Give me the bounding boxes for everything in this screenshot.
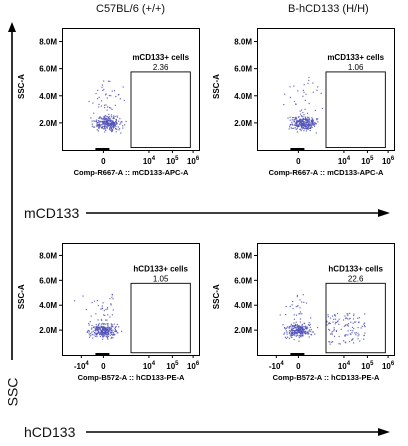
x-tick-label: 0 (296, 157, 301, 166)
y-tick-label: 2.0M (234, 326, 252, 335)
scatter-panel-top-right: 8.0M 6.0M 4.0M 2.0M SSC-A 0 104 105 106 Comp-R667… (212, 28, 395, 178)
x-tick-label: 106 (187, 361, 200, 371)
plot-frame (62, 243, 200, 356)
gate-box (325, 71, 386, 149)
x-tick-label: -104 (74, 361, 90, 371)
y-tick-label: 2.0M (234, 119, 252, 128)
row-label-mcd133: mCD133 (24, 205, 80, 221)
y-tick-label: 8.0M (234, 38, 252, 47)
gate-box (130, 282, 191, 354)
x-axis-label: Comp-B572-A :: hCD133-PE-A (78, 373, 185, 382)
y-tick-label: 6.0M (39, 276, 57, 285)
y-tick-label: 6.0M (234, 65, 252, 74)
flow-plot-svg: 8.0M 6.0M 4.0M 2.0M SSC-A 0 104 105 106 Comp-R667… (212, 28, 395, 177)
gate-percent: 1.05 (153, 274, 169, 283)
x-tick-label: 106 (382, 156, 395, 166)
x-tick-label: 104 (338, 361, 351, 371)
column-title-wildtype: C57BL/6 (+/+) (96, 3, 166, 15)
event-dots (88, 80, 127, 134)
baseline-event-band (95, 353, 110, 355)
column-title-humanized: B-hCD133 (H/H) (288, 3, 369, 15)
plot-frame (257, 243, 395, 356)
baseline-event-band (290, 353, 305, 355)
x-tick-label: 105 (361, 361, 374, 371)
flow-plot-svg: 8.0M 6.0M 4.0M 2.0M SSC-A 0 104 105 106 Comp-R667… (17, 28, 200, 177)
x-tick-label: 105 (166, 361, 179, 371)
y-tick-label: 8.0M (39, 251, 57, 260)
y-axis-label: SSC-A (17, 74, 26, 99)
y-tick-label: 8.0M (234, 251, 252, 260)
y-tick-label: 4.0M (39, 301, 57, 310)
plot-frame (257, 28, 395, 151)
x-tick-label: 104 (143, 156, 156, 166)
y-tick-label: 2.0M (39, 119, 57, 128)
event-dots (73, 293, 123, 340)
mcd133-axis-arrow (86, 209, 390, 217)
gate-percent: 2.36 (153, 63, 169, 72)
baseline-event-band (290, 148, 305, 150)
gate-percent: 1.06 (348, 63, 364, 72)
x-tick-label: 104 (338, 156, 351, 166)
scatter-panel-top-left: 8.0M 6.0M 4.0M 2.0M SSC-A 0 104 105 106 Comp-R667… (17, 28, 200, 178)
ssc-axis-label: SSC (4, 377, 21, 407)
flow-plot-svg: 8.0M 6.0M 4.0M 2.0M SSC-A -104 0 104 105 106Comp-… (17, 243, 200, 382)
y-tick-label: 2.0M (39, 326, 57, 335)
gate-name: mCD133+ cells (327, 53, 384, 62)
gate-box (130, 71, 191, 149)
x-tick-label: 105 (166, 156, 179, 166)
x-tick-label: 105 (361, 156, 374, 166)
x-tick-label: 104 (143, 361, 156, 371)
y-axis-label: SSC-A (212, 284, 221, 309)
y-axis-label: SSC-A (17, 284, 26, 309)
gate-name: hCD133+ cells (133, 264, 188, 273)
gate-percent: 22.6 (348, 274, 364, 283)
event-dots (283, 76, 324, 134)
x-tick-label: 106 (187, 156, 200, 166)
x-axis-label: Comp-R667-A :: mCD133-APC-A (269, 168, 384, 177)
y-tick-label: 6.0M (39, 65, 57, 74)
x-tick-label: -104 (269, 361, 285, 371)
plot-frame (62, 28, 200, 151)
x-axis-label: Comp-B572-A :: hCD133-PE-A (273, 373, 380, 382)
hcd133-axis-arrow (86, 428, 390, 436)
ssc-axis-arrow (8, 22, 16, 360)
y-tick-label: 8.0M (39, 38, 57, 47)
y-tick-label: 4.0M (234, 301, 252, 310)
x-tick-label: 0 (296, 362, 301, 371)
y-tick-label: 6.0M (234, 276, 252, 285)
scatter-panel-bottom-left: 8.0M 6.0M 4.0M 2.0M SSC-A -104 0 104 105 106 Comp-… (17, 243, 200, 383)
baseline-event-band (95, 148, 110, 150)
scatter-panel-bottom-right: 8.0M 6.0M 4.0M 2.0M SSC-A -104 0 104 105 106 Comp-… (212, 243, 395, 383)
x-tick-label: 0 (101, 157, 106, 166)
x-tick-label: 106 (382, 361, 395, 371)
row-label-hcd133: hCD133 (24, 424, 76, 440)
x-axis-label: Comp-R667-A :: mCD133-APC-A (74, 168, 189, 177)
y-axis-label: SSC-A (212, 74, 221, 99)
y-tick-label: 4.0M (39, 92, 57, 101)
y-tick-label: 4.0M (234, 92, 252, 101)
gate-name: mCD133+ cells (132, 53, 189, 62)
flow-plot-svg: 8.0M 6.0M 4.0M 2.0M SSC-A -104 0 104 105 106Comp-… (212, 243, 395, 382)
x-tick-label: 0 (101, 362, 106, 371)
event-dots (279, 294, 366, 345)
gate-box (325, 282, 386, 354)
gate-name: hCD133+ cells (328, 264, 383, 273)
